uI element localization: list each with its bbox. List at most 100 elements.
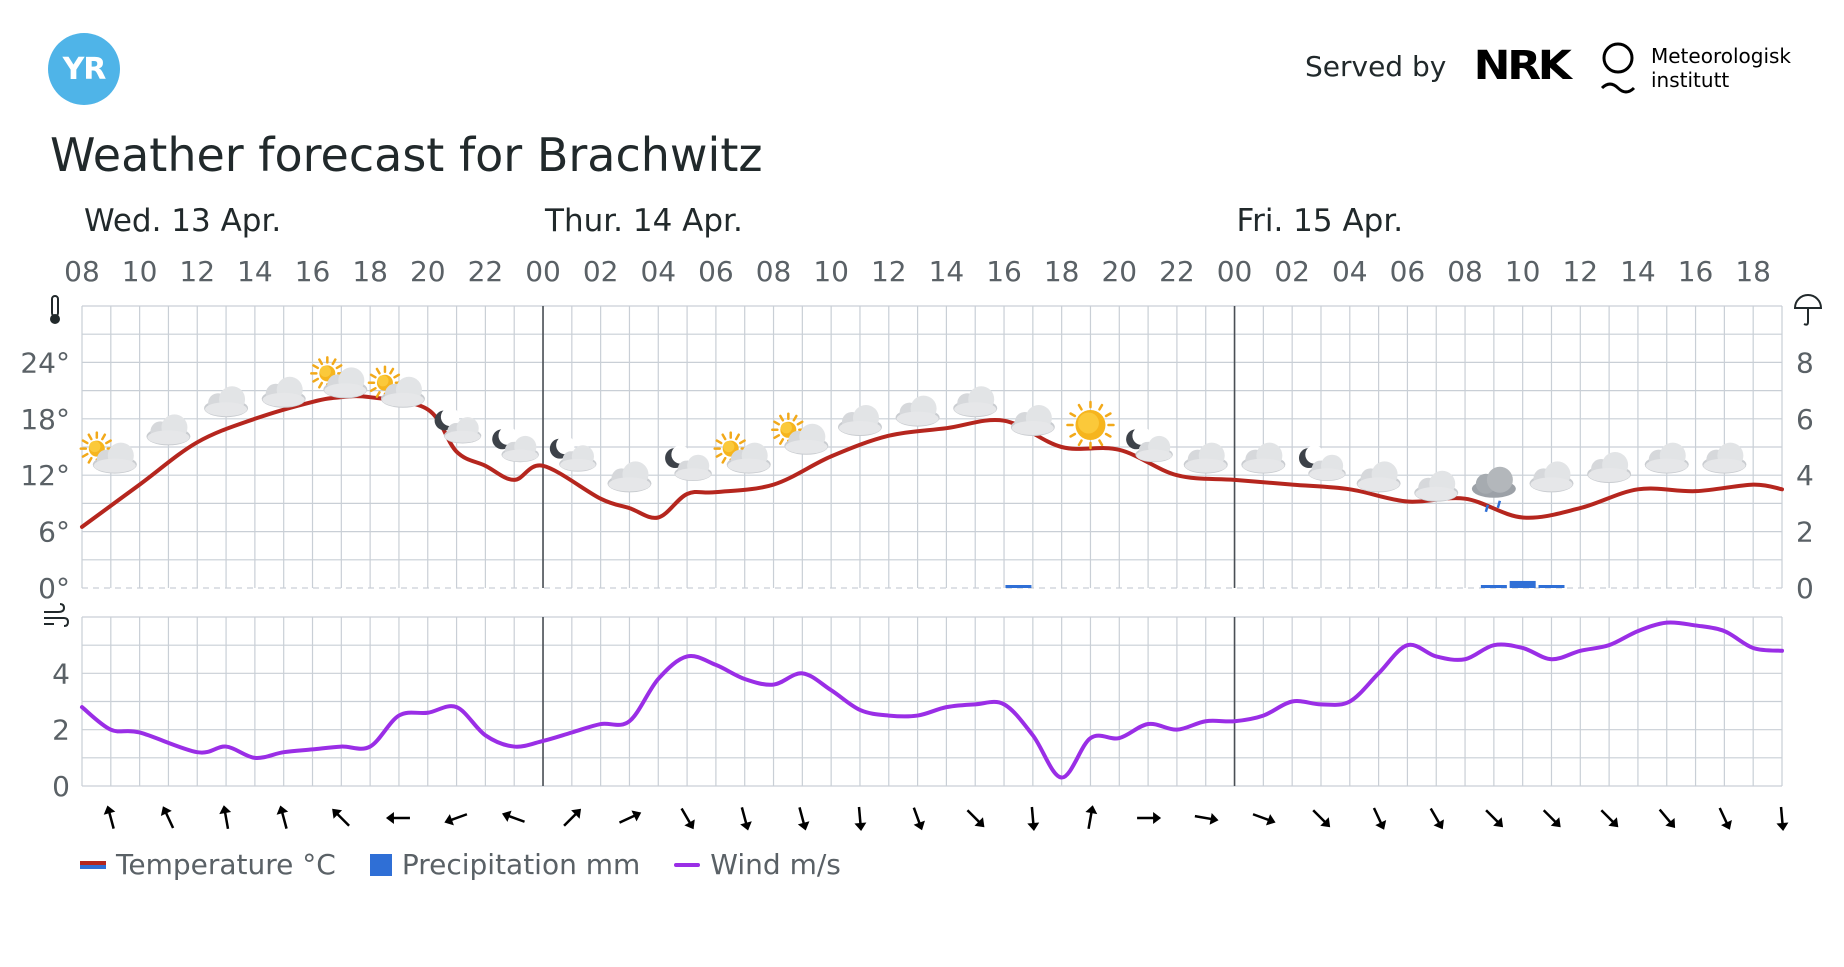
hour-tick-label: 22	[468, 255, 504, 288]
weather-symbol-partly-cloudy-night	[549, 435, 597, 472]
weather-symbol-cloudy	[1587, 452, 1632, 483]
weather-symbol-cloudy	[1529, 461, 1574, 493]
wind-direction-arrow	[1372, 807, 1387, 830]
hour-tick-label: 16	[295, 255, 331, 288]
wind-line	[80, 620, 1784, 780]
weather-symbol-partly-cloudy-night	[434, 407, 482, 444]
wind-direction-arrow	[160, 806, 175, 829]
hour-tick-label: 00	[1217, 255, 1253, 288]
yr-logo-text: YR	[62, 51, 107, 87]
precipitation-bar	[1480, 585, 1507, 588]
weather-symbol-clear-day	[1066, 400, 1115, 450]
legend-item-wind[interactable]: Wind m/s	[674, 848, 841, 881]
wind-direction-arrow	[1718, 807, 1732, 830]
day-label: Wed. 13 Apr.	[84, 203, 281, 239]
precipitation-bar	[1005, 585, 1032, 588]
weather-symbol-partly-cloudy-day	[79, 431, 137, 474]
hour-tick-label: 14	[237, 255, 273, 288]
umbrella-icon	[1793, 294, 1823, 326]
weather-symbol-light-rain	[1471, 466, 1516, 513]
wind-direction-arrow	[1085, 805, 1098, 830]
hour-tick-label: 18	[1735, 255, 1771, 288]
nrk-logo-text: NRK	[1473, 43, 1572, 89]
weather-symbol-cloudy	[607, 461, 652, 493]
temperature-axis-tick: 18°	[20, 403, 70, 436]
met-logo[interactable]: Meteorologisk institutt	[1598, 38, 1818, 98]
wind-line-swatch	[674, 862, 701, 867]
wind-axis-tick: 4	[52, 657, 70, 690]
wind-direction-arrow	[618, 810, 642, 824]
hour-tick-label: 02	[583, 255, 619, 288]
weather-symbol-partly-cloudy-day	[310, 356, 368, 399]
wind-direction-arrow	[1137, 812, 1162, 824]
weather-symbol-partly-cloudy-night	[492, 426, 539, 463]
precipitation-axis-tick: 2	[1796, 516, 1814, 549]
hour-tick-label: 14	[929, 255, 965, 288]
wind-direction-arrow	[332, 808, 350, 827]
wind-direction-arrow	[1312, 809, 1331, 828]
hour-tick-label: 06	[698, 255, 734, 288]
hour-tick-label: 04	[1332, 255, 1368, 288]
temperature-line	[80, 394, 1784, 529]
day-label: Fri. 15 Apr.	[1237, 203, 1404, 239]
weather-symbol-cloudy	[1010, 405, 1055, 436]
weather-symbol-cloudy	[1414, 470, 1459, 502]
wind-direction-arrow	[1542, 809, 1561, 828]
hour-tick-label: 06	[1390, 255, 1426, 288]
weather-symbol-cloudy	[204, 386, 249, 418]
hour-tick-label: 08	[756, 255, 792, 288]
weather-symbol-cloudy	[953, 386, 998, 418]
weather-symbol-cloudy	[1644, 442, 1689, 474]
wind-direction-arrow	[563, 808, 582, 827]
wind-icon	[44, 603, 70, 627]
weather-symbol-cloudy	[1183, 442, 1228, 474]
weather-symbol-cloudy	[837, 405, 882, 436]
hour-tick-label: 12	[179, 255, 215, 288]
precipitation-axis-tick: 0	[1796, 572, 1814, 605]
hour-tick-label: 18	[352, 255, 388, 288]
weather-symbol-partly-cloudy-day	[771, 412, 829, 455]
legend-item-precipitation[interactable]: Precipitation mm	[369, 848, 641, 881]
thermometer-icon	[50, 295, 60, 324]
hour-tick-label: 04	[640, 255, 676, 288]
hour-tick-label: 16	[986, 255, 1022, 288]
wind-direction-arrow	[1252, 813, 1276, 826]
hour-tick-label: 08	[64, 255, 100, 288]
wind-direction-arrow	[966, 809, 985, 828]
legend-item-temperature[interactable]: Temperature °C	[80, 848, 336, 881]
wind-direction-arrow	[1776, 806, 1789, 831]
temperature-axis-tick: 12°	[20, 459, 70, 492]
wind-direction-arrow	[740, 807, 752, 831]
met-logo-line1: Meteorologisk	[1651, 44, 1792, 68]
legend-label-precipitation: Precipitation mm	[401, 848, 641, 881]
precipitation-axis-tick: 8	[1796, 346, 1814, 379]
hour-tick-label: 14	[1620, 255, 1656, 288]
wind-direction-arrow	[444, 813, 468, 826]
weather-symbol-cloudy	[895, 395, 940, 427]
wind-direction-arrow	[1194, 812, 1219, 825]
yr-logo[interactable]: YR	[48, 33, 120, 105]
met-logo-line2: institutt	[1651, 68, 1730, 92]
wind-direction-arrow	[1658, 808, 1676, 828]
day-label: Thur. 14 Apr.	[544, 203, 743, 239]
wind-direction-arrow	[1600, 809, 1619, 828]
precipitation-axis-tick: 6	[1796, 403, 1814, 436]
page-title: Weather forecast for Brachwitz	[50, 128, 763, 182]
wind-direction-arrow	[276, 805, 289, 829]
weather-symbol-partly-cloudy-night	[665, 445, 712, 482]
precipitation-axis-tick: 4	[1796, 459, 1814, 492]
wind-direction-arrow	[385, 812, 410, 824]
hour-tick-label: 20	[410, 255, 446, 288]
hour-tick-label: 10	[813, 255, 849, 288]
hour-tick-label: 02	[1274, 255, 1310, 288]
wind-direction-arrow	[1027, 806, 1040, 831]
hour-tick-label: 18	[1044, 255, 1080, 288]
weather-symbol-partly-cloudy-night	[1298, 445, 1346, 482]
wind-direction-arrow	[219, 805, 232, 830]
weather-symbol-partly-cloudy-day	[713, 431, 771, 474]
nrk-logo[interactable]: NRK	[1474, 43, 1572, 89]
wind-axis-tick: 0	[52, 770, 70, 803]
weather-symbol-cloudy	[1241, 442, 1286, 474]
hour-tick-label: 08	[1447, 255, 1483, 288]
